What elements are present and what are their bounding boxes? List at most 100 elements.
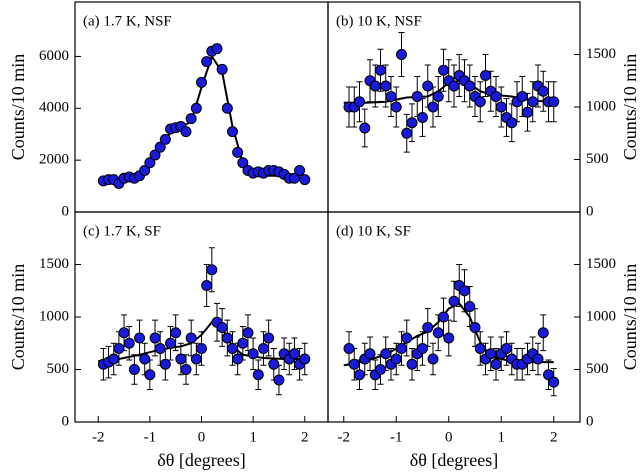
fit-line — [98, 54, 305, 184]
data-point — [139, 165, 151, 177]
data-point — [506, 117, 518, 129]
y-tick-label: 500 — [47, 361, 70, 377]
panel-title: (a) 1.7 K, NSF — [83, 13, 172, 29]
data-point — [438, 64, 449, 76]
data-point — [221, 332, 233, 344]
data-point — [196, 76, 207, 88]
data-point — [380, 80, 392, 92]
y-axis-label: Counts/10 min — [8, 264, 28, 371]
data-point — [485, 348, 497, 360]
data-point — [170, 327, 182, 339]
data-point — [469, 322, 481, 333]
data-point — [221, 102, 233, 114]
x-tick-label: 1 — [249, 429, 257, 445]
data-point — [464, 80, 476, 92]
data-point — [149, 332, 161, 344]
data-point — [516, 91, 528, 102]
data-point — [180, 364, 192, 375]
y-tick-label: 1000 — [586, 308, 616, 324]
y-axis-label: Counts/10 min — [620, 54, 640, 161]
data-point — [226, 126, 238, 138]
data-point — [216, 63, 228, 75]
y-tick-label: 0 — [586, 413, 594, 429]
data-point — [237, 157, 249, 169]
data-point — [495, 101, 507, 113]
data-point — [354, 96, 365, 108]
data-point — [252, 369, 264, 381]
data-point — [448, 295, 460, 307]
y-axis-label: Counts/10 min — [620, 264, 640, 371]
data-point — [118, 327, 130, 339]
data-point — [268, 358, 280, 370]
data-point — [226, 343, 238, 354]
data-point — [474, 343, 486, 354]
data-point — [247, 348, 259, 360]
panel-title: (c) 1.7 K, SF — [83, 223, 161, 239]
x-tick-label: -2 — [338, 429, 351, 445]
x-axis-label: δθ [degrees] — [157, 450, 246, 470]
data-point — [464, 301, 476, 312]
data-point — [113, 343, 125, 354]
y-tick-label: 6000 — [39, 48, 69, 64]
panel-frame — [327, 211, 581, 423]
data-point — [480, 70, 491, 81]
data-point — [390, 101, 402, 113]
y-tick-label: 2000 — [39, 152, 69, 168]
data-point — [211, 43, 223, 55]
data-point — [459, 285, 470, 297]
y-tick-label: 1500 — [39, 256, 69, 272]
data-point — [396, 49, 407, 60]
data-point — [139, 353, 151, 365]
data-point — [375, 64, 386, 76]
data-point — [159, 358, 171, 370]
y-tick-label: 500 — [586, 361, 609, 377]
data-point — [432, 91, 444, 102]
x-tick-label: -2 — [92, 429, 105, 445]
data-point — [448, 80, 460, 92]
y-tick-label: 1500 — [586, 256, 616, 272]
data-point — [417, 112, 428, 123]
data-point — [149, 149, 161, 161]
data-point — [532, 353, 544, 365]
data-point — [165, 337, 177, 349]
x-axis-label: δθ [degrees] — [410, 450, 499, 470]
data-point — [185, 113, 197, 125]
y-tick-label: 0 — [62, 413, 70, 429]
data-point — [380, 348, 392, 360]
plot-area — [97, 247, 311, 396]
data-point — [190, 102, 202, 114]
data-point — [438, 311, 449, 323]
data-point — [154, 141, 166, 153]
plot-area — [343, 264, 560, 397]
x-tick-label: 0 — [198, 429, 206, 445]
data-point — [294, 165, 306, 177]
data-point — [206, 264, 218, 276]
data-point — [401, 332, 413, 344]
data-point — [144, 157, 156, 169]
data-point — [154, 343, 166, 354]
plot-area — [343, 31, 560, 153]
data-point — [299, 174, 311, 186]
data-point — [501, 343, 512, 354]
data-point — [417, 343, 428, 354]
data-point — [375, 364, 386, 375]
data-point — [411, 91, 423, 102]
x-tick-label: -1 — [144, 429, 157, 445]
data-point — [232, 353, 244, 365]
data-point — [490, 91, 502, 102]
data-point — [427, 101, 439, 113]
data-point — [422, 80, 434, 92]
data-point — [348, 358, 360, 370]
fit-line — [343, 302, 554, 367]
data-point — [390, 353, 402, 365]
y-tick-label: 1000 — [39, 308, 69, 324]
data-point — [144, 369, 156, 381]
data-point — [237, 337, 249, 349]
data-point — [299, 353, 311, 365]
data-point — [343, 343, 355, 354]
data-point — [406, 358, 418, 370]
data-point — [196, 343, 207, 354]
data-point — [190, 353, 202, 365]
